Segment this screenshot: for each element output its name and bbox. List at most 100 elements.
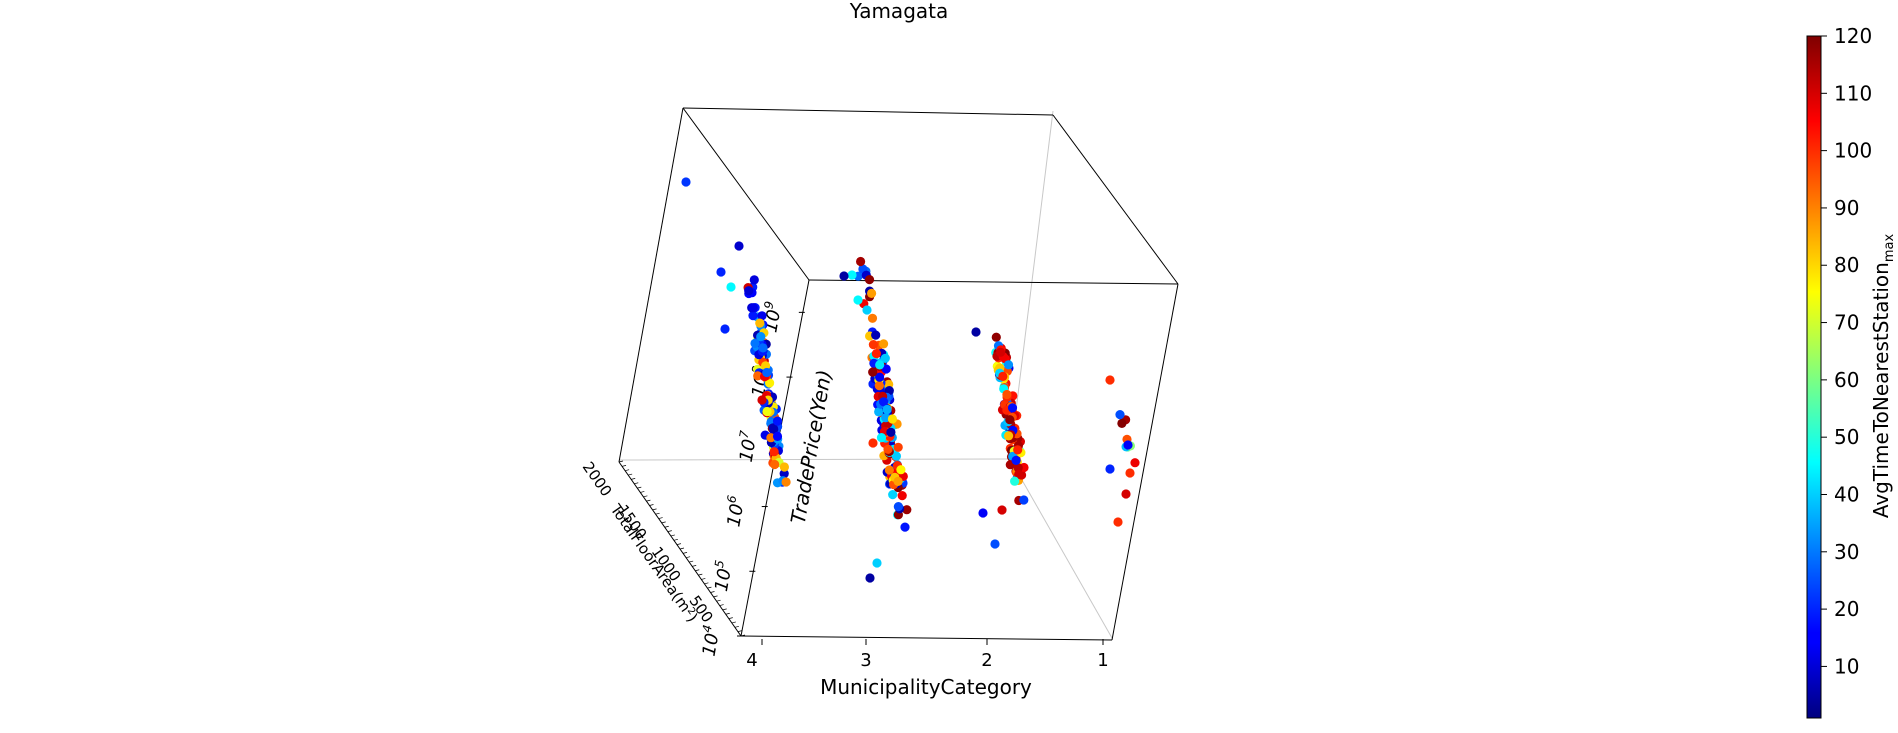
data-point [681,177,691,187]
z-tick-base: 10 [736,438,761,464]
data-point [1123,440,1133,450]
edge-front-right [1111,283,1179,641]
data-point [762,367,772,378]
y-minor-tick [673,538,678,541]
y-minor-tick [707,586,712,589]
data-point [871,330,881,340]
y-minor-tick [676,543,682,545]
data-point [750,338,760,348]
y-axis-label: TotalFloorArea(m2) [606,500,701,625]
z-tick-exp: 4 [700,624,715,634]
data-point [880,353,890,363]
y-minor-tick [710,591,715,593]
y-minor-tick [725,612,730,615]
y-minor-tick [628,473,633,476]
y-minor-tick [704,582,709,585]
data-point [749,275,759,285]
y-minor-tick [682,552,688,554]
data-point [900,522,910,532]
data-point [734,241,744,251]
z-tick-base: 10 [711,567,736,593]
y-minor-tick [719,604,724,606]
x-tick-label: 3 [860,650,871,671]
colorbar-tick-label: 30 [1834,540,1859,564]
data-point [879,397,889,407]
data-point [762,406,772,417]
data-point [856,256,866,267]
y-minor-tick [701,578,706,580]
y-minor-tick [631,478,636,480]
z-axis-label: TradePrice(Yen) [786,368,837,526]
y-minor-tick [667,530,672,532]
data-point [758,343,768,353]
z-tick-exp: 9 [761,300,776,310]
data-point [879,339,889,349]
data-point [887,414,898,424]
y-minor-tick [649,504,654,506]
data-point [997,505,1007,515]
y-minor-tick [618,460,624,463]
y-minor-tick [625,469,630,472]
data-point [779,469,789,479]
data-point [847,270,857,280]
z-tick-exp: 7 [737,429,752,439]
x-tick-label: 4 [746,650,757,671]
data-point [1121,489,1131,499]
data-point [720,324,730,334]
y-minor-tick [698,573,703,576]
data-point [876,433,887,443]
back-edge-1 [618,458,1011,461]
colorbar-tick-label: 120 [1834,24,1872,48]
y-minor-tick [664,525,669,528]
axis-ticks: 4321500100015002000104105106107108109 [579,300,1109,671]
data-point [883,444,893,454]
y-minor-tick [658,517,663,519]
edge-top-right [1052,114,1179,285]
colorbar-label-main: AvgTimeToNearestStation [1869,262,1893,518]
y-minor-tick [670,534,675,537]
data-point [888,490,898,500]
data-point [875,360,885,370]
data-point [875,372,885,382]
y-minor-tick [634,482,639,485]
data-point [1125,468,1135,478]
y-tick-label: 2000 [579,458,616,500]
y-minor-tick [621,465,627,467]
data-point [772,416,783,426]
data-point [1019,495,1029,505]
data-point [990,539,1000,549]
colorbar-tick-label: 60 [1834,368,1859,392]
z-tick-exp: 5 [712,559,727,569]
data-point [1010,476,1020,486]
z-tick-label: 107 [733,429,762,464]
data-point [748,303,758,313]
data-point [1113,517,1123,527]
y-minor-tick [646,499,651,502]
data-point [897,491,907,501]
y-minor-tick [716,599,721,602]
data-point [867,288,877,298]
data-point [748,311,758,321]
data-point [865,573,875,583]
box-front-edges [618,107,1179,641]
data-point [868,367,878,377]
x-axis-label: MunicipalityCategory [820,675,1032,699]
data-point [1014,469,1024,479]
z-tick-base: 10 [699,632,724,658]
y-minor-tick [643,495,648,498]
data-point [1007,403,1018,413]
data-point [753,371,763,381]
data-point [996,347,1006,357]
colorbar-tick-label: 90 [1834,196,1859,220]
box-back-edges [618,110,1113,639]
data-point [864,275,875,285]
colorbar-label-sub: max [1882,234,1897,263]
data-point [755,318,765,328]
edge-front-bottom [740,635,1113,641]
y-minor-tick [695,569,700,572]
z-tick-label: 105 [708,559,737,593]
chart-title: Yamagata [849,0,949,23]
y-minor-tick [722,608,727,611]
edge-top-front [808,279,1179,285]
